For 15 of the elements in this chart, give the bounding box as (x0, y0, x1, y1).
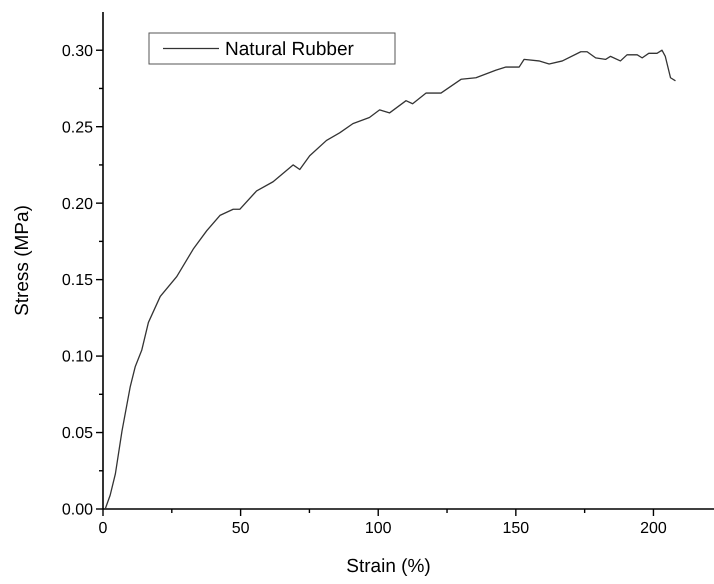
y-tick-label: 0.05 (62, 425, 94, 442)
y-tick-label: 0.30 (62, 42, 94, 60)
legend-label: Natural Rubber (225, 39, 355, 60)
x-tick-label: 200 (640, 520, 667, 537)
x-tick-label: 100 (364, 520, 392, 537)
y-axis-title: Stress (MPa) (12, 205, 33, 316)
x-tick-label: 0 (98, 520, 108, 537)
y-tick-label: 0.20 (62, 196, 94, 213)
x-tick-label: 150 (502, 520, 530, 537)
y-tick-label: 0.15 (62, 272, 94, 290)
y-tick-label: 0.10 (62, 348, 94, 366)
x-tick-label: 50 (232, 520, 250, 537)
y-tick-label: 0.25 (62, 119, 94, 136)
y-tick-label: 0.00 (62, 502, 94, 519)
x-axis-title: Strain (%) (346, 556, 431, 577)
